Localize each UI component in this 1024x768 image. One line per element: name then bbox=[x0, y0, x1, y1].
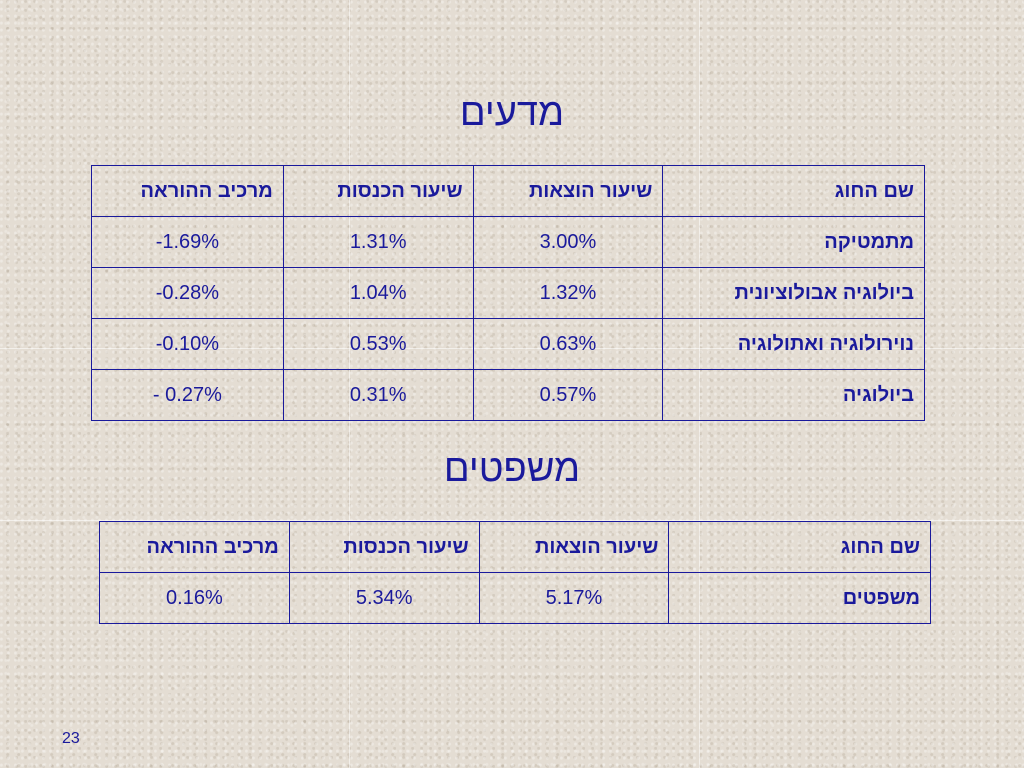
header-expenses: שיעור הוצאות bbox=[478, 521, 670, 573]
background-tile-line bbox=[0, 520, 1024, 521]
course-name-cell: ביולוגיה bbox=[662, 369, 925, 421]
sciences-table: שם החוג שיעור הוצאות שיעור הכנסות מרכיב … bbox=[91, 165, 925, 421]
expenses-cell: 3.00% bbox=[472, 216, 664, 268]
expenses-cell: 0.63% bbox=[472, 318, 664, 370]
table-row: נוירולוגיה ואתולוגיה 0.63% 0.53% -0.10% bbox=[91, 318, 925, 370]
income-cell: 0.31% bbox=[282, 369, 474, 421]
income-cell: 5.34% bbox=[288, 572, 480, 624]
header-teaching: מרכיב ההוראה bbox=[99, 521, 290, 573]
law-table: שם החוג שיעור הוצאות שיעור הכנסות מרכיב … bbox=[99, 521, 931, 624]
expenses-cell: 1.32% bbox=[472, 267, 664, 319]
expenses-cell: 0.57% bbox=[472, 369, 664, 421]
course-name-cell: מתמטיקה bbox=[662, 216, 925, 268]
page-number: 23 bbox=[62, 730, 80, 747]
course-name-cell: משפטים bbox=[668, 572, 931, 624]
course-name-cell: נוירולוגיה ואתולוגיה bbox=[662, 318, 925, 370]
header-income: שיעור הכנסות bbox=[288, 521, 480, 573]
teaching-cell: -0.28% bbox=[91, 267, 284, 319]
teaching-cell: - 0.27% bbox=[91, 369, 284, 421]
table-header-row: שם החוג שיעור הוצאות שיעור הכנסות מרכיב … bbox=[91, 165, 925, 217]
teaching-cell: 0.16% bbox=[99, 572, 290, 624]
header-course-name: שם החוג bbox=[662, 165, 925, 217]
header-income: שיעור הכנסות bbox=[282, 165, 474, 217]
header-teaching: מרכיב ההוראה bbox=[91, 165, 284, 217]
header-expenses: שיעור הוצאות bbox=[472, 165, 664, 217]
table-row: ביולוגיה אבולוציונית 1.32% 1.04% -0.28% bbox=[91, 267, 925, 319]
income-cell: 0.53% bbox=[282, 318, 474, 370]
teaching-cell: -1.69% bbox=[91, 216, 284, 268]
table-header-row: שם החוג שיעור הוצאות שיעור הכנסות מרכיב … bbox=[99, 521, 931, 573]
teaching-cell: -0.10% bbox=[91, 318, 284, 370]
table-row: מתמטיקה 3.00% 1.31% -1.69% bbox=[91, 216, 925, 268]
header-course-name: שם החוג bbox=[668, 521, 931, 573]
course-name-cell: ביולוגיה אבולוציונית bbox=[662, 267, 925, 319]
income-cell: 1.04% bbox=[282, 267, 474, 319]
table-row: משפטים 5.17% 5.34% 0.16% bbox=[99, 572, 931, 624]
sciences-title: מדעים bbox=[459, 92, 565, 134]
expenses-cell: 5.17% bbox=[478, 572, 670, 624]
law-title: משפטים bbox=[443, 448, 581, 490]
table-row: ביולוגיה 0.57% 0.31% - 0.27% bbox=[91, 369, 925, 421]
income-cell: 1.31% bbox=[282, 216, 474, 268]
